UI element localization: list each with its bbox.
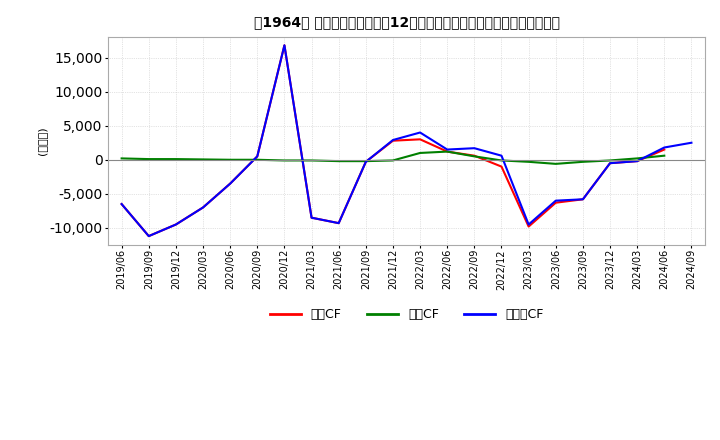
フリーCF bbox=[389, 137, 397, 143]
投資CF bbox=[171, 157, 180, 162]
フリーCF bbox=[117, 202, 126, 207]
投資CF bbox=[307, 158, 316, 163]
Title: 【1964】 キャッシュフローの12か月移動合計の対前年同期増減額の推移: 【1964】 キャッシュフローの12か月移動合計の対前年同期増減額の推移 bbox=[253, 15, 559, 29]
営業CF bbox=[443, 149, 451, 154]
フリーCF bbox=[307, 215, 316, 220]
フリーCF bbox=[334, 220, 343, 226]
フリーCF bbox=[660, 145, 669, 150]
営業CF bbox=[498, 164, 506, 169]
営業CF bbox=[606, 161, 614, 166]
フリーCF bbox=[199, 205, 207, 210]
投資CF bbox=[470, 154, 479, 159]
投資CF bbox=[498, 158, 506, 163]
営業CF bbox=[660, 147, 669, 152]
投資CF bbox=[552, 161, 560, 166]
投資CF bbox=[660, 153, 669, 158]
フリーCF bbox=[524, 222, 533, 227]
営業CF bbox=[633, 158, 642, 164]
営業CF bbox=[524, 224, 533, 229]
フリーCF bbox=[687, 140, 696, 145]
フリーCF bbox=[226, 181, 235, 186]
営業CF bbox=[361, 159, 370, 165]
投資CF bbox=[253, 157, 261, 162]
投資CF bbox=[606, 158, 614, 163]
フリーCF bbox=[443, 147, 451, 152]
営業CF bbox=[415, 137, 424, 142]
フリーCF bbox=[280, 43, 289, 48]
投資CF bbox=[226, 157, 235, 162]
営業CF bbox=[280, 43, 289, 48]
営業CF bbox=[307, 215, 316, 220]
営業CF bbox=[171, 222, 180, 227]
営業CF bbox=[117, 202, 126, 207]
営業CF bbox=[389, 138, 397, 143]
投資CF bbox=[579, 159, 588, 165]
営業CF bbox=[552, 200, 560, 205]
フリーCF bbox=[253, 154, 261, 159]
フリーCF bbox=[361, 159, 370, 165]
投資CF bbox=[280, 158, 289, 163]
営業CF bbox=[334, 220, 343, 226]
投資CF bbox=[199, 157, 207, 162]
投資CF bbox=[145, 157, 153, 162]
フリーCF bbox=[145, 234, 153, 239]
フリーCF bbox=[606, 161, 614, 166]
投資CF bbox=[334, 158, 343, 164]
投資CF bbox=[415, 150, 424, 156]
フリーCF bbox=[470, 146, 479, 151]
営業CF bbox=[579, 197, 588, 202]
営業CF bbox=[199, 205, 207, 210]
フリーCF bbox=[498, 153, 506, 158]
Legend: 営業CF, 投資CF, フリーCF: 営業CF, 投資CF, フリーCF bbox=[264, 303, 549, 326]
Line: 投資CF: 投資CF bbox=[122, 152, 665, 164]
フリーCF bbox=[633, 158, 642, 164]
営業CF bbox=[145, 234, 153, 239]
Y-axis label: (百万円): (百万円) bbox=[37, 127, 47, 155]
フリーCF bbox=[415, 130, 424, 135]
営業CF bbox=[470, 153, 479, 158]
投資CF bbox=[524, 159, 533, 165]
Line: 営業CF: 営業CF bbox=[122, 45, 665, 236]
Line: フリーCF: フリーCF bbox=[122, 45, 691, 236]
投資CF bbox=[443, 149, 451, 154]
営業CF bbox=[253, 154, 261, 159]
投資CF bbox=[117, 156, 126, 161]
投資CF bbox=[389, 158, 397, 163]
フリーCF bbox=[171, 222, 180, 227]
フリーCF bbox=[579, 197, 588, 202]
投資CF bbox=[361, 158, 370, 164]
投資CF bbox=[633, 156, 642, 161]
フリーCF bbox=[552, 198, 560, 203]
営業CF bbox=[226, 181, 235, 186]
